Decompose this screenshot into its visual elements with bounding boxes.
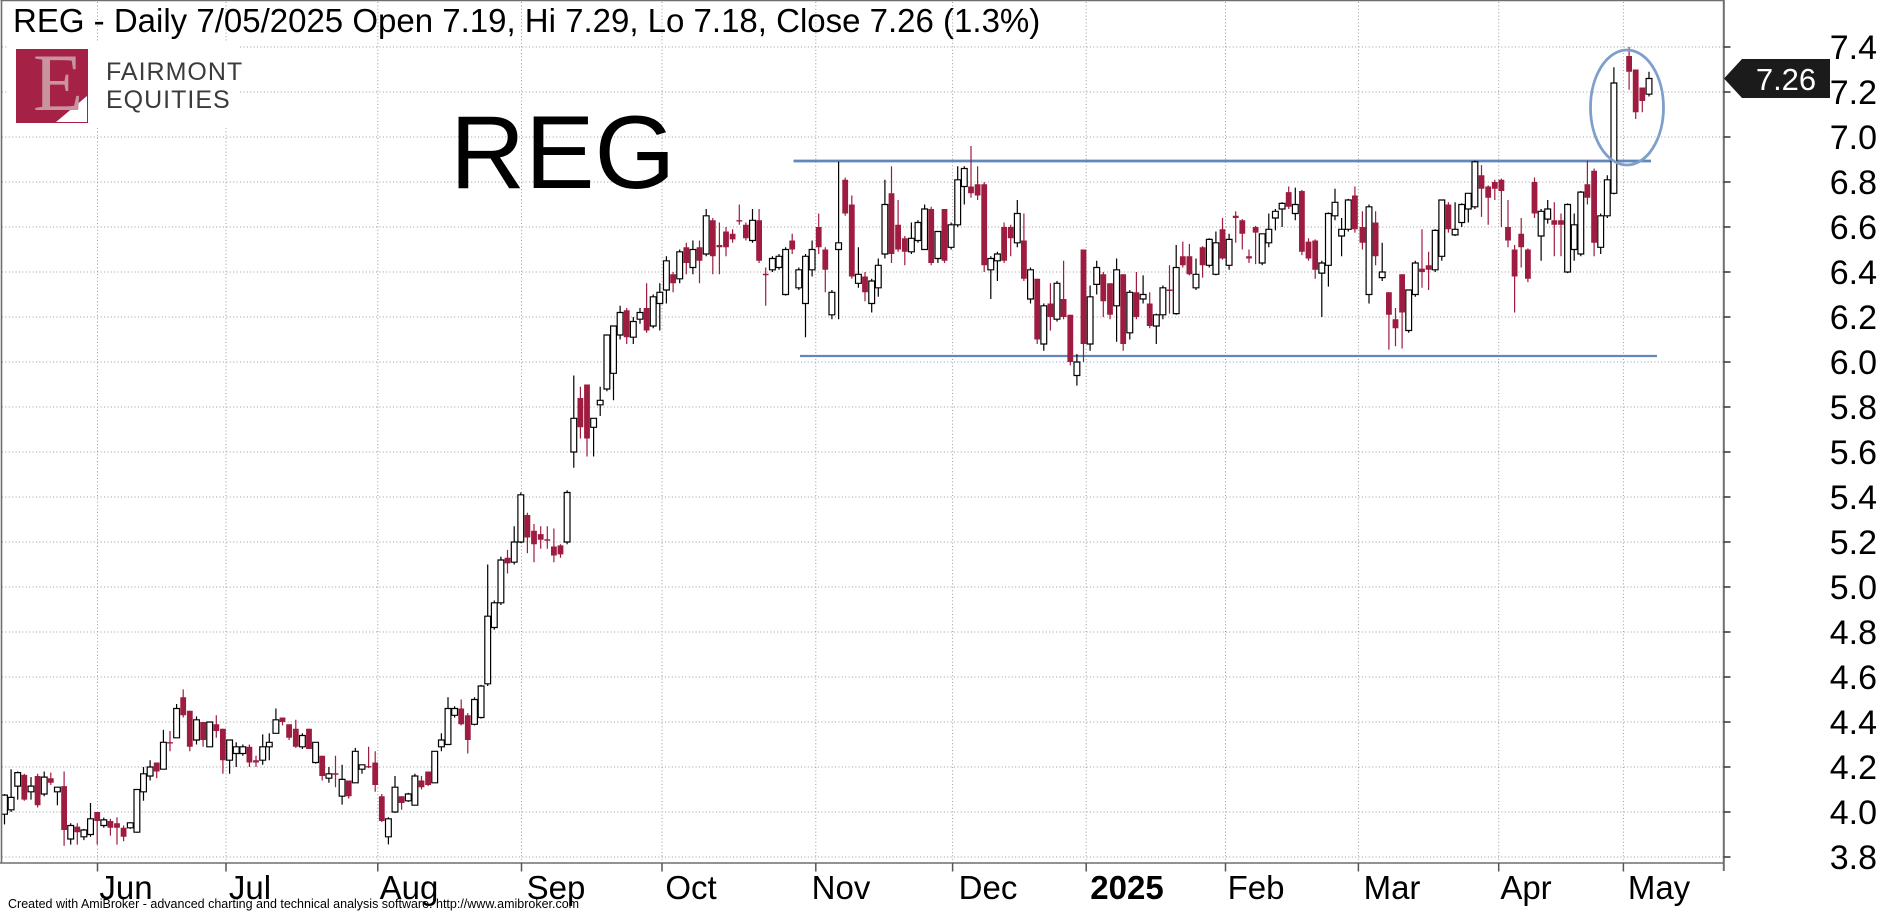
svg-text:7.4: 7.4 (1830, 29, 1877, 67)
svg-text:Apr: Apr (1500, 869, 1551, 906)
svg-text:4.0: 4.0 (1830, 794, 1877, 832)
svg-text:5.8: 5.8 (1830, 389, 1877, 427)
svg-text:E: E (33, 37, 83, 128)
svg-text:Created with AmiBroker - advan: Created with AmiBroker - advanced charti… (8, 897, 579, 911)
svg-text:REG - Daily 7/05/2025 Open 7.1: REG - Daily 7/05/2025 Open 7.19, Hi 7.29… (13, 2, 1040, 39)
svg-text:Jun: Jun (99, 869, 152, 906)
svg-text:Dec: Dec (959, 869, 1018, 906)
svg-text:2025: 2025 (1090, 869, 1163, 906)
svg-text:4.8: 4.8 (1830, 614, 1877, 652)
svg-text:Nov: Nov (812, 869, 871, 906)
svg-text:5.2: 5.2 (1830, 524, 1877, 562)
svg-text:3.8: 3.8 (1830, 839, 1877, 877)
svg-text:FAIRMONT: FAIRMONT (106, 58, 243, 86)
svg-text:6.8: 6.8 (1830, 164, 1877, 202)
svg-text:Mar: Mar (1364, 869, 1421, 906)
svg-text:6.6: 6.6 (1830, 209, 1877, 247)
svg-text:7.0: 7.0 (1830, 119, 1877, 157)
svg-text:6.4: 6.4 (1830, 254, 1877, 292)
svg-text:Sep: Sep (527, 869, 586, 906)
svg-text:Aug: Aug (380, 869, 439, 906)
svg-text:5.0: 5.0 (1830, 569, 1877, 607)
svg-text:4.2: 4.2 (1830, 749, 1877, 787)
svg-text:7.2: 7.2 (1830, 74, 1877, 112)
svg-text:6.0: 6.0 (1830, 344, 1877, 382)
svg-text:5.4: 5.4 (1830, 479, 1877, 517)
svg-text:7.26: 7.26 (1756, 62, 1816, 97)
svg-text:Oct: Oct (665, 869, 716, 906)
svg-text:4.4: 4.4 (1830, 704, 1877, 742)
svg-text:Feb: Feb (1228, 869, 1285, 906)
svg-text:EQUITIES: EQUITIES (106, 86, 231, 114)
svg-text:Jul: Jul (229, 869, 271, 906)
svg-text:4.6: 4.6 (1830, 659, 1877, 697)
svg-text:5.6: 5.6 (1830, 434, 1877, 472)
svg-text:6.2: 6.2 (1830, 299, 1877, 337)
svg-text:May: May (1628, 869, 1691, 906)
svg-text:REG: REG (450, 95, 675, 211)
